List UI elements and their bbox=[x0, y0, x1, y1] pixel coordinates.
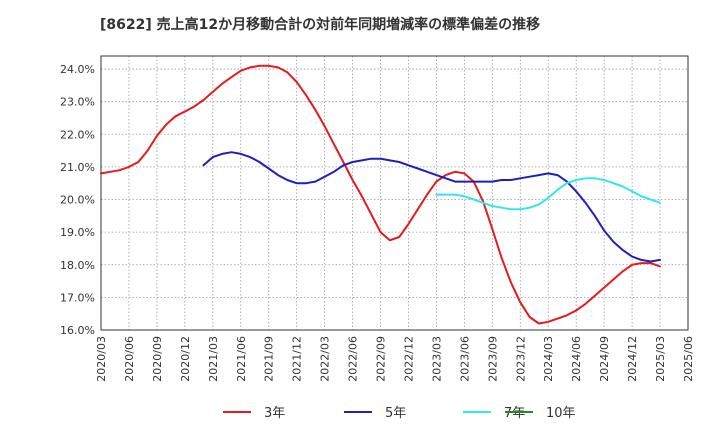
x-tick-label: 2020/09 bbox=[151, 336, 164, 382]
y-tick-label: 23.0% bbox=[60, 96, 95, 109]
y-tick-label: 24.0% bbox=[60, 63, 95, 76]
x-tick-label: 2025/06 bbox=[682, 336, 695, 382]
x-tick-label: 2022/09 bbox=[375, 336, 388, 382]
series-line-1 bbox=[202, 151, 661, 263]
legend-label-1: 5年 bbox=[385, 406, 406, 421]
y-tick-label: 21.0% bbox=[60, 161, 95, 174]
legend-label-2: 7年 bbox=[504, 406, 525, 421]
x-tick-label: 2024/03 bbox=[542, 336, 555, 382]
x-tick-label: 2021/06 bbox=[235, 336, 248, 382]
x-tick-label: 2024/06 bbox=[570, 336, 583, 382]
x-tick-label: 2025/03 bbox=[654, 336, 667, 382]
series-line-0 bbox=[100, 64, 661, 325]
x-tick-label: 2021/03 bbox=[207, 336, 220, 382]
x-tick-label: 2021/12 bbox=[291, 336, 304, 382]
chart-title: [8622] 売上高12か月移動合計の対前年同期増減率の標準偏差の推移 bbox=[100, 17, 541, 33]
x-tick-label: 2023/09 bbox=[486, 336, 499, 382]
y-tick-label: 18.0% bbox=[60, 259, 95, 272]
y-tick-label: 20.0% bbox=[60, 194, 95, 207]
series-line-2 bbox=[435, 177, 661, 211]
x-tick-label: 2023/03 bbox=[430, 336, 443, 382]
legend-label-0: 3年 bbox=[264, 406, 285, 421]
x-tick-label: 2023/06 bbox=[458, 336, 471, 382]
x-tick-label: 2024/12 bbox=[626, 336, 639, 382]
x-tick-label: 2022/03 bbox=[319, 336, 332, 382]
x-tick-label: 2022/12 bbox=[402, 336, 415, 382]
x-tick-label: 2024/09 bbox=[598, 336, 611, 382]
y-tick-label: 16.0% bbox=[60, 324, 95, 337]
plot-frame bbox=[100, 55, 689, 331]
y-tick-label: 19.0% bbox=[60, 226, 95, 239]
x-tick-label: 2021/09 bbox=[263, 336, 276, 382]
x-tick-label: 2020/06 bbox=[123, 336, 136, 382]
legend-label-3: 10年 bbox=[546, 406, 576, 421]
y-tick-label: 17.0% bbox=[60, 291, 95, 304]
y-tick-label: 22.0% bbox=[60, 128, 95, 141]
x-tick-label: 2020/03 bbox=[95, 336, 108, 382]
x-tick-label: 2020/12 bbox=[179, 336, 192, 382]
x-tick-label: 2023/12 bbox=[514, 336, 527, 382]
x-tick-label: 2022/06 bbox=[347, 336, 360, 382]
